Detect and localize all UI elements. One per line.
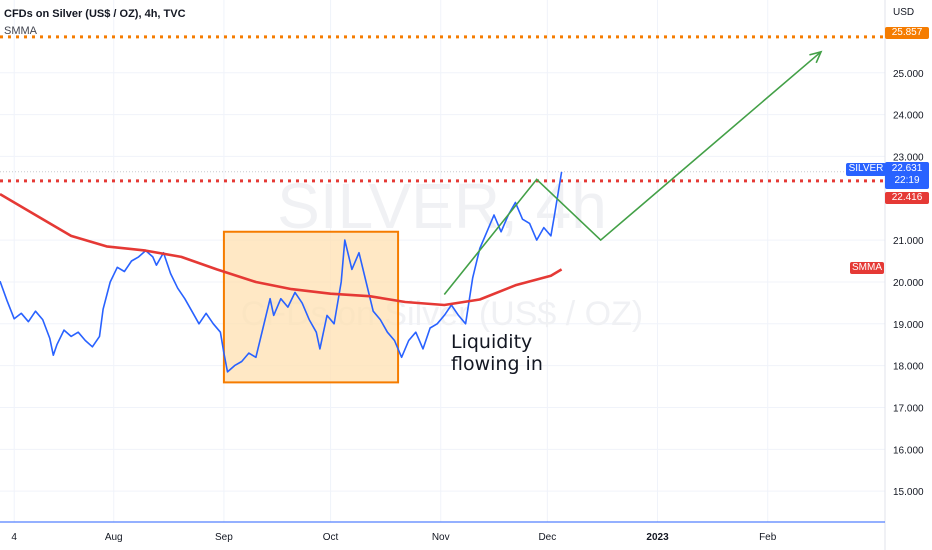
indicator-label[interactable]: SMMA [4, 25, 37, 37]
consolidation-box[interactable] [222, 230, 400, 384]
y-tick-label: 25.000 [893, 69, 924, 80]
y-tick-label: 19.000 [893, 320, 924, 331]
smma-line [0, 192, 563, 307]
smma-tag: SMMA [850, 262, 884, 274]
y-tick-label: 23.000 [893, 152, 924, 163]
y-tick-label: 17.000 [893, 403, 924, 414]
horizontal-levels[interactable] [0, 35, 885, 183]
x-tick-label: Aug [105, 532, 123, 543]
x-tick-label: Dec [538, 532, 556, 543]
y-tick-label: 18.000 [893, 362, 924, 373]
y-tick-label: 21.000 [893, 236, 924, 247]
time-axis[interactable]: 4 Aug Sep Oct Nov Dec 2023 Feb [11, 532, 776, 543]
target-price-tag: 25.857 [885, 27, 929, 39]
x-tick-label: Sep [215, 532, 233, 543]
currency-label: USD [893, 7, 914, 18]
y-tick-label: 15.000 [893, 487, 924, 498]
x-tick-label: Feb [759, 532, 777, 543]
x-tick-label: 4 [11, 532, 17, 543]
projection-layer[interactable] [443, 50, 823, 296]
last-price-value: 22.631 [891, 163, 923, 174]
chart-title[interactable]: CFDs on Silver (US$ / OZ), 4h, TVC [4, 8, 186, 20]
price-axis[interactable]: 25.000 24.000 23.000 21.000 20.000 19.000 18.0… [893, 69, 924, 498]
silver-price-line [0, 171, 563, 373]
annotation-line-2[interactable]: flowing in [451, 353, 543, 375]
resistance-price-tag: 22.416 [885, 192, 929, 204]
y-tick-label: 20.000 [893, 278, 924, 289]
projection-path[interactable] [443, 51, 822, 296]
bar-countdown: 22:19 [894, 175, 920, 186]
x-tick-label: Oct [323, 532, 339, 543]
x-tick-label: Nov [432, 532, 450, 543]
y-tick-label: 16.000 [893, 445, 924, 456]
y-tick-label: 24.000 [893, 111, 924, 122]
series-layer [0, 171, 563, 373]
symbol-tag: SILVER [846, 163, 886, 176]
last-price-tag: 22.631 22:19 [885, 162, 929, 189]
range-box-layer[interactable] [222, 230, 400, 384]
projection-arrowhead[interactable] [809, 50, 823, 64]
x-tick-label: 2023 [646, 532, 669, 543]
annotation-line-1[interactable]: Liquidity [451, 331, 532, 353]
